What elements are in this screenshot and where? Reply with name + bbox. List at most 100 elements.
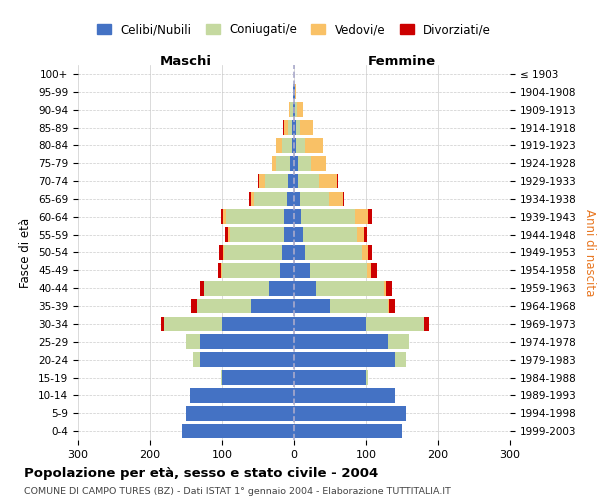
Text: Popolazione per età, sesso e stato civile - 2004: Popolazione per età, sesso e stato civil… bbox=[24, 468, 378, 480]
Bar bbox=[294, 120, 296, 135]
Bar bbox=[200, 281, 204, 295]
Bar bbox=[186, 334, 200, 349]
Bar bbox=[367, 263, 371, 278]
Bar bbox=[300, 120, 313, 135]
Bar bbox=[311, 156, 326, 170]
Bar bbox=[388, 334, 409, 349]
Bar bbox=[272, 156, 276, 170]
Bar bbox=[300, 192, 329, 206]
Bar bbox=[259, 174, 265, 188]
Bar bbox=[296, 138, 305, 152]
Bar bbox=[294, 352, 395, 367]
Bar bbox=[294, 388, 395, 402]
Bar bbox=[230, 228, 284, 242]
Bar bbox=[287, 120, 292, 135]
Bar bbox=[182, 424, 294, 438]
Bar bbox=[294, 370, 366, 385]
Bar bbox=[294, 263, 310, 278]
Bar bbox=[218, 263, 221, 278]
Bar bbox=[292, 120, 294, 135]
Bar bbox=[223, 245, 224, 260]
Bar bbox=[222, 370, 294, 385]
Bar bbox=[284, 120, 287, 135]
Bar bbox=[294, 334, 388, 349]
Text: Maschi: Maschi bbox=[160, 54, 212, 68]
Bar bbox=[221, 370, 222, 385]
Bar bbox=[294, 406, 406, 420]
Y-axis label: Fasce di età: Fasce di età bbox=[19, 218, 32, 288]
Bar bbox=[284, 210, 294, 224]
Bar bbox=[305, 245, 362, 260]
Bar bbox=[197, 298, 251, 314]
Bar bbox=[293, 84, 294, 99]
Bar bbox=[282, 245, 294, 260]
Bar bbox=[298, 174, 319, 188]
Bar bbox=[368, 210, 372, 224]
Bar bbox=[310, 263, 367, 278]
Bar bbox=[276, 138, 282, 152]
Bar bbox=[294, 228, 302, 242]
Bar bbox=[301, 210, 355, 224]
Bar bbox=[386, 281, 392, 295]
Bar bbox=[319, 174, 337, 188]
Bar bbox=[186, 406, 294, 420]
Bar bbox=[200, 334, 294, 349]
Bar bbox=[337, 174, 338, 188]
Bar bbox=[366, 370, 368, 385]
Bar bbox=[193, 352, 200, 367]
Bar bbox=[282, 138, 292, 152]
Bar bbox=[290, 156, 294, 170]
Legend: Celibi/Nubili, Coniugati/e, Vedovi/e, Divorziati/e: Celibi/Nubili, Coniugati/e, Vedovi/e, Di… bbox=[92, 18, 496, 41]
Bar bbox=[368, 245, 372, 260]
Bar bbox=[296, 120, 300, 135]
Bar bbox=[395, 352, 406, 367]
Bar bbox=[254, 192, 287, 206]
Bar bbox=[371, 263, 377, 278]
Bar bbox=[329, 192, 343, 206]
Bar bbox=[164, 316, 222, 331]
Bar bbox=[294, 316, 366, 331]
Bar bbox=[224, 245, 282, 260]
Bar bbox=[223, 210, 226, 224]
Bar bbox=[222, 263, 280, 278]
Text: COMUNE DI CAMPO TURES (BZ) - Dati ISTAT 1° gennaio 2004 - Elaborazione TUTTITALI: COMUNE DI CAMPO TURES (BZ) - Dati ISTAT … bbox=[24, 488, 451, 496]
Bar bbox=[355, 210, 368, 224]
Bar bbox=[294, 298, 330, 314]
Bar bbox=[294, 138, 296, 152]
Bar bbox=[280, 263, 294, 278]
Bar bbox=[229, 228, 230, 242]
Bar bbox=[294, 281, 316, 295]
Bar bbox=[295, 102, 297, 117]
Bar bbox=[191, 298, 197, 314]
Bar bbox=[294, 192, 300, 206]
Bar bbox=[221, 210, 223, 224]
Bar bbox=[298, 156, 311, 170]
Bar bbox=[362, 245, 368, 260]
Bar bbox=[302, 228, 356, 242]
Bar bbox=[288, 174, 294, 188]
Bar bbox=[293, 102, 294, 117]
Bar bbox=[290, 102, 293, 117]
Bar bbox=[294, 174, 298, 188]
Bar bbox=[294, 424, 402, 438]
Bar bbox=[251, 192, 254, 206]
Bar bbox=[297, 102, 302, 117]
Bar bbox=[204, 281, 269, 295]
Y-axis label: Anni di nascita: Anni di nascita bbox=[583, 209, 596, 296]
Bar bbox=[284, 228, 294, 242]
Bar bbox=[294, 84, 295, 99]
Bar bbox=[283, 120, 284, 135]
Bar bbox=[389, 298, 395, 314]
Bar bbox=[388, 298, 389, 314]
Bar bbox=[316, 281, 384, 295]
Bar bbox=[190, 388, 294, 402]
Text: Femmine: Femmine bbox=[368, 54, 436, 68]
Bar bbox=[364, 228, 367, 242]
Bar bbox=[265, 174, 288, 188]
Bar bbox=[294, 245, 305, 260]
Bar bbox=[221, 263, 222, 278]
Bar bbox=[295, 84, 296, 99]
Bar bbox=[222, 316, 294, 331]
Bar bbox=[219, 245, 223, 260]
Bar bbox=[294, 156, 298, 170]
